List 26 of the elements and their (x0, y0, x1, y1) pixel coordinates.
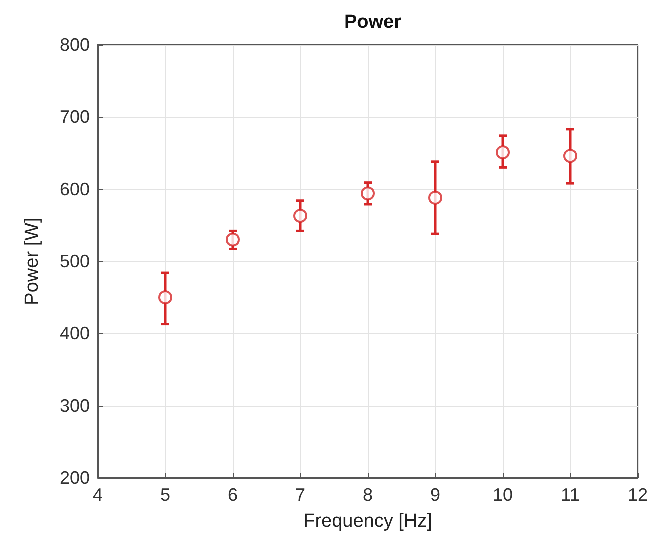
y-tick-label: 700 (60, 107, 90, 128)
point (428, 190, 442, 205)
x-tick-label: 12 (628, 485, 648, 505)
x-tick-label: 9 (430, 485, 441, 505)
chart-title: Power (344, 12, 402, 33)
y-tick-label: 600 (60, 179, 90, 200)
x-tick-label: 7 (295, 485, 306, 505)
point (294, 209, 308, 224)
x-tick-label: 8 (362, 485, 374, 505)
x-tick-label: 11 (561, 485, 580, 505)
x-tick-label: 4 (92, 485, 104, 505)
y-tick-label: 800 (60, 35, 90, 55)
point (158, 290, 172, 305)
point (564, 149, 578, 164)
y-tick-label: 200 (60, 468, 90, 488)
point (496, 146, 510, 160)
y-tick-label: 400 (60, 324, 90, 344)
y-tick-label: 500 (60, 252, 90, 272)
x-tick-label: 6 (228, 485, 238, 505)
x-axis-title: Frequency [Hz] (304, 511, 432, 532)
x-tick-label: 5 (160, 485, 171, 505)
point (226, 232, 240, 247)
y-axis-title: Power [W] (22, 218, 43, 306)
x-tick-label: 10 (492, 485, 514, 505)
y-tick-label: 300 (60, 396, 90, 416)
point (361, 186, 375, 201)
